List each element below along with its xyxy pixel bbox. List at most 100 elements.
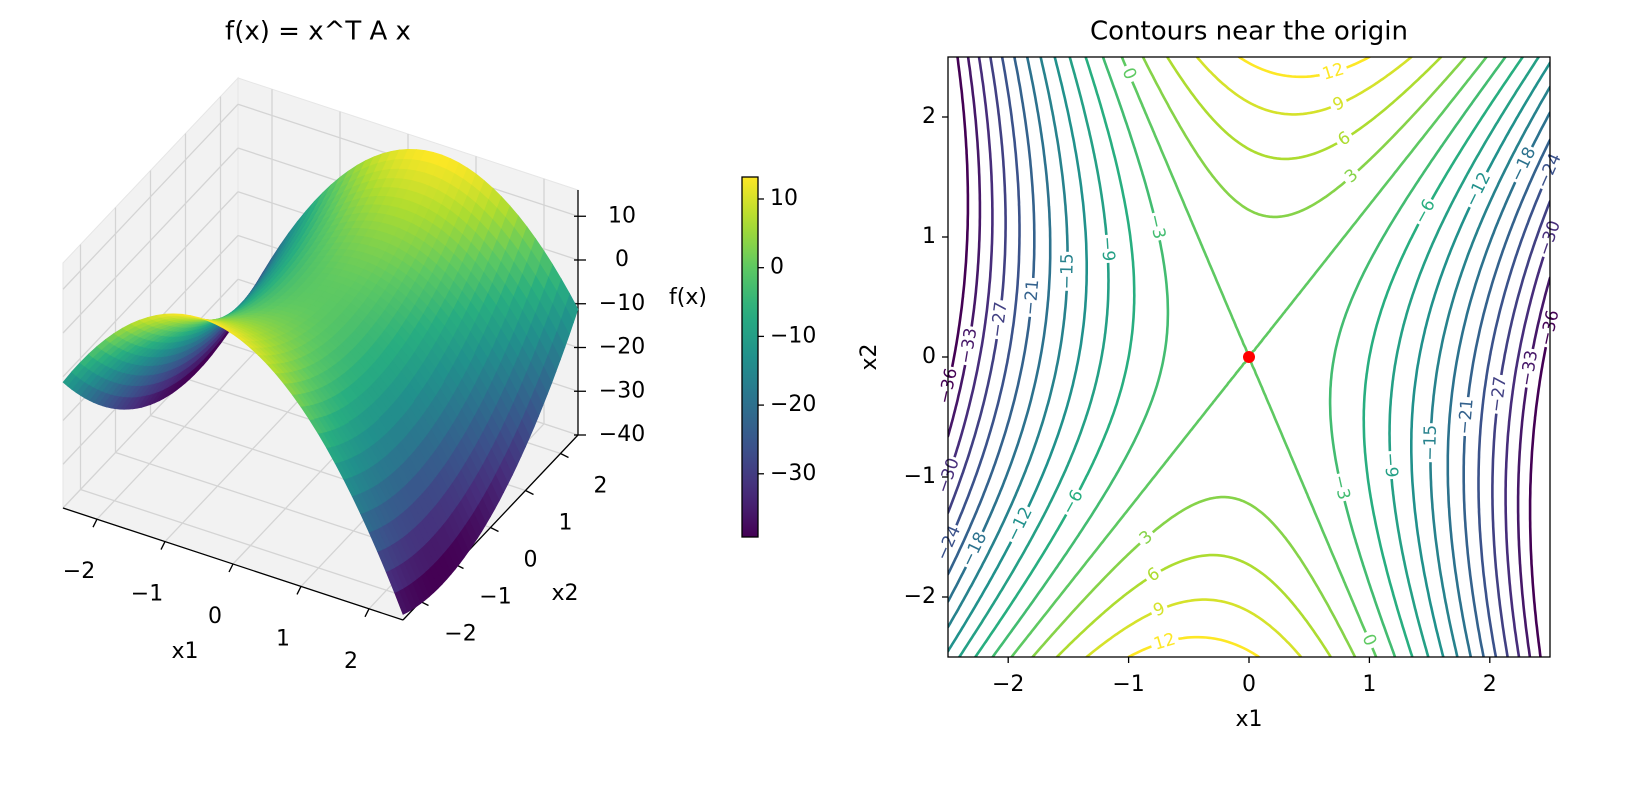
contour-label-group: −33 — [955, 324, 982, 367]
y-tick-label: −1 — [479, 585, 511, 610]
contour-line — [974, 57, 1524, 657]
contour-label-bg — [1409, 194, 1441, 229]
contour-label-group: 0 — [1116, 62, 1142, 86]
contour-label-bg — [1356, 628, 1382, 652]
contour-label-bg — [1316, 58, 1350, 86]
contour-title: Contours near the origin — [1090, 17, 1408, 47]
contour-label-group: 3 — [1338, 163, 1365, 190]
surface-patch — [300, 406, 315, 421]
contour-label-bg — [1460, 167, 1496, 212]
y-tick-label: −2 — [444, 622, 476, 647]
contour-label-group: 6 — [1331, 126, 1357, 152]
colorbar-tick-label: −10 — [770, 323, 816, 348]
contour-label: −6 — [1410, 196, 1440, 228]
tick-mark — [160, 541, 166, 550]
contour-label-group: 12 — [1148, 628, 1182, 656]
contour-label-group: 6 — [1141, 562, 1167, 588]
x-tick-label: −2 — [992, 672, 1024, 697]
contour-label: −21 — [1455, 398, 1478, 435]
contour-label: −15 — [1057, 253, 1078, 289]
contour-label-group: −21 — [1020, 277, 1044, 318]
tick-mark — [490, 526, 499, 533]
contour-label-bg — [1143, 210, 1170, 243]
contour-label: −9 — [1380, 452, 1402, 478]
contour-label-group: 12 — [1316, 58, 1350, 86]
contour-label-group: 9 — [1147, 597, 1172, 623]
contour-line — [1031, 57, 1467, 657]
contour-line — [1085, 57, 1413, 657]
x-tick-label: −1 — [131, 582, 163, 607]
y-axis-label: x2 — [551, 581, 578, 606]
contour-label-bg — [1057, 485, 1089, 520]
colorbar-tick-label: 10 — [770, 186, 798, 211]
contour-label-bg — [1379, 450, 1402, 480]
y-axis-label: x2 — [857, 343, 882, 370]
contour-label-group: −6 — [1409, 194, 1441, 229]
contour-label-bg — [1328, 471, 1355, 504]
y-tick-label: 0 — [922, 344, 936, 369]
x-tick-label: −2 — [63, 559, 95, 584]
contour-label-group: −9 — [1379, 450, 1402, 480]
tick-mark — [364, 608, 370, 618]
contour-label-group: −3 — [1328, 471, 1355, 504]
origin-marker — [1243, 351, 1255, 363]
contour-label: −6 — [1058, 487, 1088, 519]
contour-label-group: 3 — [1133, 524, 1160, 551]
y-tick-label: 1 — [559, 511, 573, 536]
contour-label-bg — [931, 521, 966, 565]
contour-line — [958, 57, 1540, 657]
contour-label-bg — [1505, 142, 1542, 187]
contour-label-bg — [1096, 234, 1119, 264]
contour-label: −9 — [1097, 236, 1119, 262]
contour-label-group: −27 — [986, 299, 1012, 341]
x-tick-label: 0 — [208, 604, 222, 629]
contour-label: −3 — [1329, 473, 1354, 502]
grid-line — [62, 103, 239, 290]
contour-label-bg — [1020, 277, 1044, 318]
x-tick-label: 1 — [276, 626, 290, 651]
y-tick-label: 2 — [922, 104, 936, 129]
contour-label-bg — [1454, 396, 1478, 437]
grid-line — [62, 147, 239, 334]
contour-label-group: −6 — [1057, 485, 1089, 520]
contour-label-bg — [956, 527, 993, 572]
contour-label-bg — [1516, 347, 1543, 390]
contour-line — [948, 57, 1550, 657]
z-tick-label: 10 — [608, 203, 636, 228]
x-tick-label: 2 — [344, 649, 358, 674]
grid-line — [62, 191, 239, 378]
colorbar-gradient — [741, 176, 759, 538]
contour-label: −33 — [956, 326, 982, 365]
contour-label-bg — [1420, 422, 1442, 463]
y-tick-label: 0 — [524, 548, 538, 573]
colorbar: −30 −20 −10 0 10 — [741, 176, 816, 538]
tick-mark — [296, 586, 302, 595]
colorbar-tick-label: 0 — [770, 255, 784, 280]
contour-label-bg — [1338, 163, 1365, 190]
contour-label-bg — [1056, 251, 1078, 292]
z-tick-label: −20 — [599, 335, 645, 360]
z-tick-label: −40 — [599, 422, 645, 447]
z-axis-label: f(x) — [669, 285, 707, 310]
colorbar-tick-label: −30 — [770, 461, 816, 486]
contour-label-bg — [1116, 62, 1142, 86]
y-tick-label: −1 — [904, 464, 936, 489]
contour-label: −3 — [1144, 212, 1169, 241]
contour-label-group: 9 — [1326, 91, 1351, 117]
contour-label-group: −15 — [1056, 251, 1078, 292]
y-tick-label: 1 — [922, 224, 936, 249]
contour-label-group: −9 — [1096, 234, 1119, 264]
contour-label-bg — [1141, 562, 1167, 588]
contour-label: −27 — [987, 301, 1011, 339]
contour-label-group: 0 — [1356, 628, 1382, 652]
z-tick-label: 0 — [615, 247, 629, 272]
x-axis-label: x1 — [1235, 707, 1262, 732]
contour-label-bg — [1147, 597, 1172, 623]
x-axis-label: x1 — [171, 639, 198, 664]
grid-line — [80, 488, 421, 603]
contour-label-bg — [1486, 373, 1512, 415]
z-tick-label: −30 — [599, 378, 645, 403]
contour-label-group: −3 — [1143, 210, 1170, 243]
contour-label-bg — [1148, 628, 1182, 656]
